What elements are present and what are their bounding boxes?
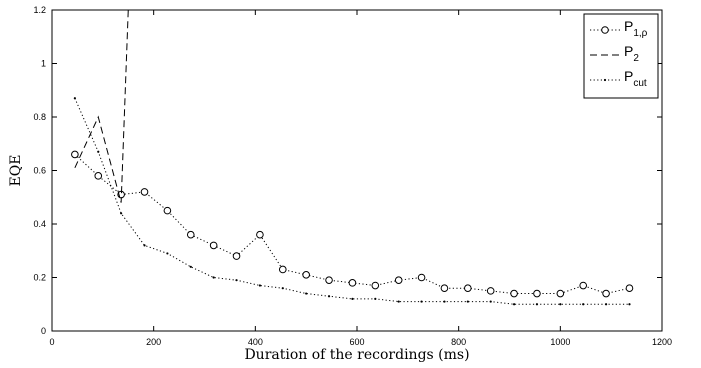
data-point: [305, 292, 308, 295]
data-point: [351, 297, 354, 300]
data-point: [512, 303, 516, 306]
data-point: [232, 252, 241, 260]
data-point: [71, 150, 79, 159]
legend-label: P2: [624, 43, 639, 64]
data-point: [443, 300, 446, 303]
legend-item: Pcut: [590, 68, 647, 89]
data-point: [258, 284, 262, 287]
legend-label-main: P: [624, 18, 633, 34]
data-point: [420, 300, 423, 303]
data-point: [394, 276, 403, 284]
data-point: [209, 241, 218, 250]
x-axis-title: Duration of the recordings (ms): [244, 347, 469, 363]
data-point: [602, 289, 610, 298]
legend-item: P2: [590, 43, 639, 64]
data-point: [625, 284, 634, 293]
y-tick-label: 1: [41, 59, 46, 69]
series-1: [71, 150, 634, 298]
y-tick-label: 0.2: [33, 273, 46, 283]
plot-frame: [51, 9, 663, 332]
data-point: [325, 276, 333, 284]
data-point: [278, 265, 287, 274]
data-point: [166, 252, 169, 255]
legend-box: [583, 13, 659, 99]
data-point: [604, 303, 608, 306]
plot-area: [51, 9, 663, 332]
data-point: [417, 273, 426, 282]
data-point: [140, 188, 149, 196]
data-point: [94, 172, 103, 180]
data-point: [556, 289, 565, 298]
y-tick-label: 0.6: [33, 166, 46, 176]
data-point: [186, 230, 195, 239]
legend-label-main: P: [624, 68, 633, 84]
x-tick-label: 1200: [652, 337, 672, 347]
data-point: [464, 284, 472, 293]
data-point: [510, 289, 518, 298]
data-point: [73, 97, 76, 100]
y-tick-label: 0: [41, 326, 46, 336]
series-3: [73, 97, 631, 306]
data-point: [302, 271, 310, 279]
data-point: [582, 303, 585, 306]
legend-label-subscript: 2: [633, 53, 639, 64]
y-tick-label: 1.2: [33, 5, 46, 15]
data-point: [489, 300, 492, 303]
data-point: [374, 297, 377, 300]
series-2: [74, 10, 129, 203]
data-point: [97, 150, 100, 153]
y-tick-label: 0.4: [33, 219, 46, 229]
data-point: [143, 244, 146, 247]
y-axis-ticks: 0 0.2 0.4 0.6 0.8 1 1.2: [33, 5, 662, 336]
data-point: [327, 295, 331, 298]
data-point: [579, 281, 588, 290]
data-point: [189, 265, 192, 268]
y-tick-label: 0.8: [33, 112, 46, 122]
data-point: [628, 303, 631, 306]
data-point: [466, 300, 469, 303]
data-point: [281, 287, 284, 290]
y-axis-title: EQE: [8, 155, 24, 187]
legend-item: P1,ρ: [590, 18, 648, 39]
data-point: [486, 287, 495, 295]
legend-marker: [601, 26, 609, 34]
x-tick-label: 1000: [550, 337, 570, 347]
legend-label: Pcut: [624, 68, 647, 89]
x-tick-label: 0: [49, 337, 54, 347]
series-line: [74, 10, 129, 203]
data-point: [163, 206, 172, 215]
x-tick-label: 800: [451, 337, 466, 347]
data-point: [535, 303, 539, 306]
data-point: [440, 284, 449, 293]
legend-label-subscript: 1,ρ: [633, 28, 647, 39]
data-point: [371, 281, 380, 290]
data-point: [397, 300, 400, 303]
legend-marker: [603, 78, 607, 82]
data-point: [348, 279, 357, 287]
legend-label: P1,ρ: [624, 18, 648, 39]
x-tick-label: 200: [146, 337, 161, 347]
data-point: [533, 289, 541, 298]
data-point: [212, 276, 215, 279]
data-point: [256, 230, 264, 239]
data-point: [120, 212, 123, 215]
x-axis-ticks: 0 200 400 600 800 1000 1200: [49, 10, 672, 347]
x-tick-label: 400: [248, 337, 263, 347]
data-point: [559, 303, 562, 306]
x-tick-label: 600: [349, 337, 364, 347]
legend-label-main: P: [624, 43, 633, 59]
legend-label-subscript: cut: [633, 78, 647, 89]
data-point: [235, 279, 238, 282]
